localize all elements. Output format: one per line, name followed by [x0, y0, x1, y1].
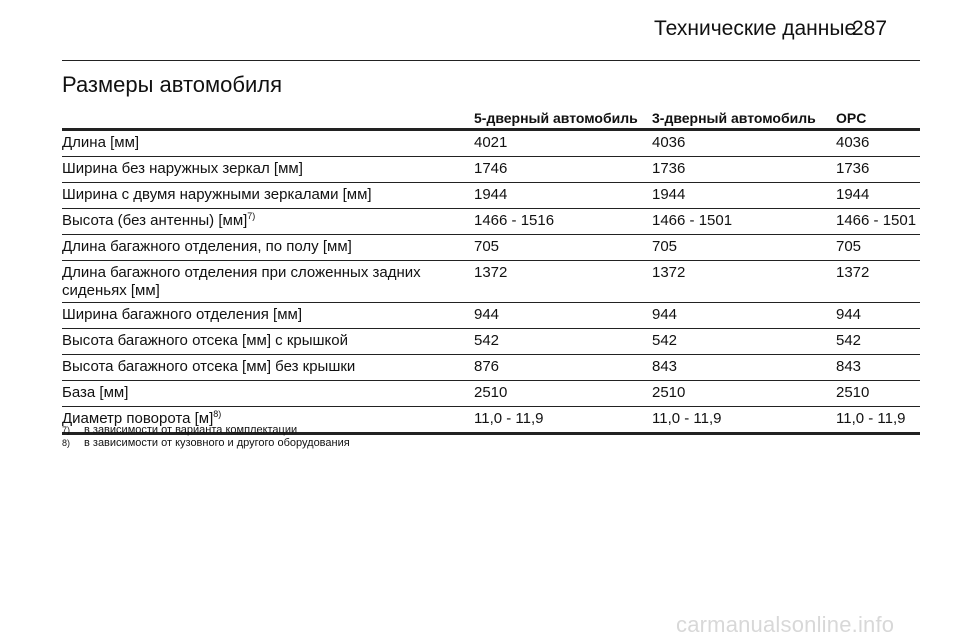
table-row: Ширина багажного отделения [мм] 944 944 944	[62, 302, 920, 329]
row-label-text: Длина [мм]	[62, 134, 140, 151]
row-label-text: Длина багажного отделения, по полу [мм]	[62, 238, 352, 255]
row-label-text: База [мм]	[62, 384, 129, 401]
cell-value: 542	[474, 328, 652, 355]
row-label: Длина багажного отделения, по полу [мм]	[62, 234, 474, 261]
cell-value: 11,0 - 11,9	[836, 406, 920, 435]
table-row: Длина багажного отделения, по полу [мм] 7…	[62, 234, 920, 261]
cell-value: 1944	[836, 182, 920, 209]
cell-value: 944	[836, 302, 920, 329]
cell-value: 843	[836, 354, 920, 381]
table-row: Высота багажного отсека [мм] с крышкой 54…	[62, 328, 920, 355]
cell-value: 944	[652, 302, 836, 329]
row-label-text: Высота багажного отсека [мм] без крышки	[62, 358, 356, 375]
cell-value: 1372	[836, 260, 920, 303]
table-header-row: 5-дверный автомобиль 3-дверный автомобил…	[62, 105, 920, 131]
cell-value: 4021	[474, 129, 652, 157]
table-row: Ширина без наружных зеркал [мм] 1746 1736 1…	[62, 156, 920, 183]
column-header: OPC	[836, 105, 920, 131]
cell-value: 2510	[652, 380, 836, 407]
row-label: Высота (без антенны) [мм]7)	[62, 208, 474, 235]
watermark: carmanualsonline.info	[676, 612, 895, 637]
cell-value: 1736	[652, 156, 836, 183]
cell-value: 2510	[474, 380, 652, 407]
cell-value: 1746	[474, 156, 652, 183]
cell-value: 1736	[836, 156, 920, 183]
row-label-text: Высота багажного отсека [мм] с крышкой	[62, 332, 348, 349]
cell-value: 705	[474, 234, 652, 261]
row-label: Длина багажного отделения при сложенных …	[62, 260, 474, 303]
cell-value: 11,0 - 11,9	[474, 406, 652, 435]
row-label: Ширина без наружных зеркал [мм]	[62, 156, 474, 183]
footnote: 7) в зависимости от варианта комплектаци…	[62, 424, 350, 437]
cell-value: 705	[836, 234, 920, 261]
cell-value: 944	[474, 302, 652, 329]
table-body: Длина [мм] 4021 4036 4036 Ширина без наружны…	[62, 129, 920, 435]
footnote-reference: 8)	[213, 409, 222, 419]
cell-value: 542	[836, 328, 920, 355]
row-label: Диаметр поворота [м]8)	[62, 406, 474, 435]
row-label: База [мм]	[62, 380, 474, 407]
cell-value: 2510	[836, 380, 920, 407]
row-label: Ширина багажного отделения [мм]	[62, 302, 474, 329]
footnotes: 7) в зависимости от варианта комплектаци…	[62, 424, 350, 450]
row-label: Длина [мм]	[62, 129, 474, 157]
page-header-title: Технические данные	[654, 17, 857, 40]
row-label-text: Ширина с двумя наружными зеркалами [мм]	[62, 186, 372, 203]
page-number: 287	[852, 17, 888, 40]
footnote-reference: 7)	[247, 211, 256, 221]
table-row: Высота багажного отсека [мм] без крышки 8…	[62, 354, 920, 381]
table-row: Ширина с двумя наружными зеркалами [мм] 1…	[62, 182, 920, 209]
cell-value: 1944	[652, 182, 836, 209]
column-header	[62, 105, 474, 131]
column-header: 3-дверный автомобиль	[652, 105, 836, 131]
column-header: 5-дверный автомобиль	[474, 105, 652, 131]
row-label-text: Ширина без наружных зеркал [мм]	[62, 160, 303, 177]
footnote-mark: 8)	[62, 438, 71, 448]
row-label-text: Длина багажного отделения при сложенных …	[62, 264, 421, 299]
row-label: Высота багажного отсека [мм] с крышкой	[62, 328, 474, 355]
row-label-text: Высота (без антенны) [мм]	[62, 212, 248, 229]
cell-value: 705	[652, 234, 836, 261]
cell-value: 1466 - 1501	[836, 208, 920, 235]
table-row: Высота (без антенны) [мм]7) 1466 - 1516 14…	[62, 208, 920, 235]
cell-value: 1372	[652, 260, 836, 303]
row-label: Высота багажного отсека [мм] без крышки	[62, 354, 474, 381]
cell-value: 1466 - 1516	[474, 208, 652, 235]
cell-value: 11,0 - 11,9	[652, 406, 836, 435]
table-row: Диаметр поворота [м]8) 11,0 - 11,9 11,0 - …	[62, 406, 920, 435]
cell-value: 1466 - 1501	[652, 208, 836, 235]
cell-value: 1372	[474, 260, 652, 303]
table-row: База [мм] 2510 2510 2510	[62, 380, 920, 407]
dimensions-table: 5-дверный автомобиль 3-дверный автомобил…	[62, 105, 920, 435]
cell-value: 843	[652, 354, 836, 381]
footnote-mark: 7)	[62, 425, 71, 435]
cell-value: 876	[474, 354, 652, 381]
row-label-text: Диаметр поворота [м]	[62, 410, 214, 427]
section-title: Размеры автомобиля	[62, 72, 283, 97]
footnote-text: в зависимости от варианта комплектации	[84, 424, 298, 436]
cell-value: 4036	[836, 129, 920, 157]
row-label: Ширина с двумя наружными зеркалами [мм]	[62, 182, 474, 209]
page-header: Технические данные 287	[62, 0, 920, 61]
footnote-text: в зависимости от кузовного и другого обо…	[84, 437, 350, 449]
footnote: 8) в зависимости от кузовного и другого …	[62, 437, 350, 450]
cell-value: 1944	[474, 182, 652, 209]
cell-value: 542	[652, 328, 836, 355]
row-label-text: Ширина багажного отделения [мм]	[62, 306, 303, 323]
table-row: Длина багажного отделения при сложенных …	[62, 260, 920, 303]
cell-value: 4036	[652, 129, 836, 157]
table-row: Длина [мм] 4021 4036 4036	[62, 129, 920, 157]
